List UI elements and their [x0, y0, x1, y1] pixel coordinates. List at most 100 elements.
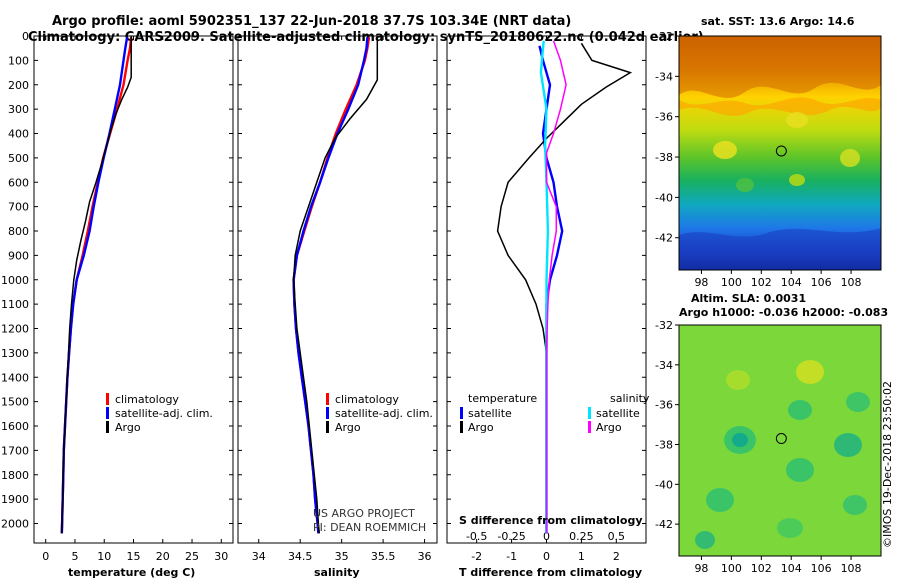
- sla-map-image: [679, 325, 881, 556]
- difference-panel: -2 -1 0 1 2 -0.5 -0.25 0 0.25 0.5 S difference fr…: [446, 35, 650, 579]
- salinity-legend: climatology satellite-adj. clim. Argo: [326, 393, 433, 434]
- x-tick-label: 2: [613, 550, 620, 563]
- legend-swatch-climatology: [106, 393, 109, 405]
- lat-tick-label: -38: [655, 438, 673, 451]
- legend-swatch-argo: [326, 421, 329, 433]
- depth-tick-label: 600: [8, 176, 29, 189]
- legend-title-temperature: temperature: [468, 392, 537, 405]
- lon-tick-label: 104: [781, 562, 802, 575]
- depth-tick-label: 300: [8, 103, 29, 116]
- lon-tick-label: 102: [751, 276, 772, 289]
- difference-lines: [496, 40, 633, 534]
- difference-x-ticks: -2 -1 0 1 2 -0.5 -0.25 0 0.25 0.5: [447, 35, 646, 563]
- salinity-frame: [237, 35, 438, 544]
- legend-label-satellite: satellite-adj. clim.: [115, 407, 213, 420]
- salinity-x-ticks: 34 34.5 35 35.5 36: [238, 35, 437, 563]
- legend-label-t-argo: Argo: [468, 421, 494, 434]
- s-tick-label: 0.25: [569, 530, 594, 543]
- salinity-lines: [292, 36, 379, 534]
- x-tick-label: 36: [418, 550, 432, 563]
- depth-tick-label: 0: [22, 30, 29, 43]
- lat-tick-label: -42: [655, 518, 673, 531]
- legend-swatch-climatology: [326, 393, 329, 405]
- depth-tick-label: 1100: [1, 298, 29, 311]
- sla-map-title-line1: Altim. SLA: 0.0031: [691, 292, 806, 305]
- x-tick-label: 25: [185, 550, 199, 563]
- legend-label-s-satellite: satellite: [596, 407, 640, 420]
- credit-pi: PI: DEAN ROEMMICH: [313, 521, 426, 534]
- x-tick-label: -2: [471, 550, 482, 563]
- lon-tick-label: 104: [781, 276, 802, 289]
- depth-tick-label: 1600: [1, 420, 29, 433]
- depth-tick-label: 100: [8, 54, 29, 67]
- depth-tick-label: 1300: [1, 347, 29, 360]
- legend-label-argo: Argo: [115, 421, 141, 434]
- s-tick-label: -0.5: [466, 530, 487, 543]
- lat-tick-label: -42: [655, 232, 673, 245]
- depth-tick-label: 400: [8, 128, 29, 141]
- sst-map-title: sat. SST: 13.6 Argo: 14.6: [701, 15, 855, 28]
- x-tick-label: 1: [578, 550, 585, 563]
- sst-map-frame: [678, 35, 882, 271]
- depth-tick-label: 2000: [1, 518, 29, 531]
- credit-project: US ARGO PROJECT: [313, 507, 415, 520]
- lon-tick-label: 106: [811, 562, 832, 575]
- lon-tick-label: 100: [721, 276, 742, 289]
- legend-label-satellite: satellite-adj. clim.: [335, 407, 433, 420]
- lon-tick-label: 98: [694, 276, 708, 289]
- x-tick-label: 15: [127, 550, 141, 563]
- s-tick-label: 0: [543, 530, 550, 543]
- legend-title-salinity: salinity: [610, 392, 650, 405]
- depth-tick-label: 1400: [1, 371, 29, 384]
- depth-tick-label: 700: [8, 201, 29, 214]
- x-tick-label: 35: [335, 550, 349, 563]
- series-line-argo: [61, 36, 132, 534]
- legend-label-climatology: climatology: [335, 393, 399, 406]
- x-tick-label: 35.5: [371, 550, 396, 563]
- sst-argo-marker: [775, 145, 787, 157]
- legend-swatch-t-satellite: [460, 407, 463, 419]
- series-line-temperature-argo: [496, 42, 633, 534]
- series-line-salinity-argo: [545, 40, 567, 534]
- x-tick-label: 20: [156, 550, 170, 563]
- depth-tick-label: 1900: [1, 493, 29, 506]
- lat-tick-label: -40: [655, 191, 673, 204]
- sst-map-ticks: -32 -34 -36 -38 -40 -42 98 100 102 104 106 108: [655, 30, 862, 289]
- legend-label-argo: Argo: [335, 421, 361, 434]
- lat-tick-label: -36: [655, 111, 673, 124]
- lon-tick-label: 108: [841, 562, 862, 575]
- legend-label-t-satellite: satellite: [468, 407, 512, 420]
- s-difference-label: S difference from climatology: [459, 514, 643, 527]
- figure-title-line2: Climatology: CARS2009. Satellite-adjuste…: [28, 30, 704, 45]
- lon-tick-label: 98: [694, 562, 708, 575]
- depth-tick-label: 1500: [1, 396, 29, 409]
- figure-title-line1: Argo profile: aoml 5902351_137 22-Jun-20…: [52, 14, 571, 29]
- depth-tick-label: 1700: [1, 444, 29, 457]
- temperature-x-ticks: 0 5 10 15 20 25 30: [34, 35, 233, 563]
- temperature-legend: climatology satellite-adj. clim. Argo: [106, 393, 213, 434]
- imos-stamp: ©IMOS 19-Dec-2018 23:50:02: [881, 381, 894, 548]
- sla-map-frame: [678, 324, 882, 557]
- s-tick-label: -0.25: [497, 530, 525, 543]
- series-line-argo: [292, 36, 379, 534]
- legend-label-climatology: climatology: [115, 393, 179, 406]
- legend-label-s-argo: Argo: [596, 421, 622, 434]
- sst-map-image: [679, 36, 881, 270]
- t-difference-xlabel: T difference from climatology: [459, 566, 642, 579]
- depth-axis: 0 100 200 300 400 500 600 700 800 900 1000 1100 1200…: [1, 30, 29, 531]
- depth-tick-label: 1000: [1, 274, 29, 287]
- s-tick-label: 0.5: [608, 530, 626, 543]
- x-tick-label: 10: [97, 550, 111, 563]
- temperature-panel: 0 5 10 15 20 25 30 temperature (deg C) climato…: [33, 35, 234, 579]
- sla-map: Altim. SLA: 0.0031 Argo h1000: -0.036 h2…: [655, 292, 888, 575]
- depth-tick-label: 500: [8, 152, 29, 165]
- temperature-xlabel: temperature (deg C): [68, 566, 195, 579]
- sst-map: sat. SST: 13.6 Argo: 14.6 -32 -34 -36 -38 -4…: [655, 15, 882, 289]
- lon-tick-label: 100: [721, 562, 742, 575]
- lat-tick-label: -32: [655, 30, 673, 43]
- legend-swatch-argo: [106, 421, 109, 433]
- lat-tick-label: -32: [655, 319, 673, 332]
- x-tick-label: -1: [506, 550, 517, 563]
- legend-swatch-satellite: [326, 407, 329, 419]
